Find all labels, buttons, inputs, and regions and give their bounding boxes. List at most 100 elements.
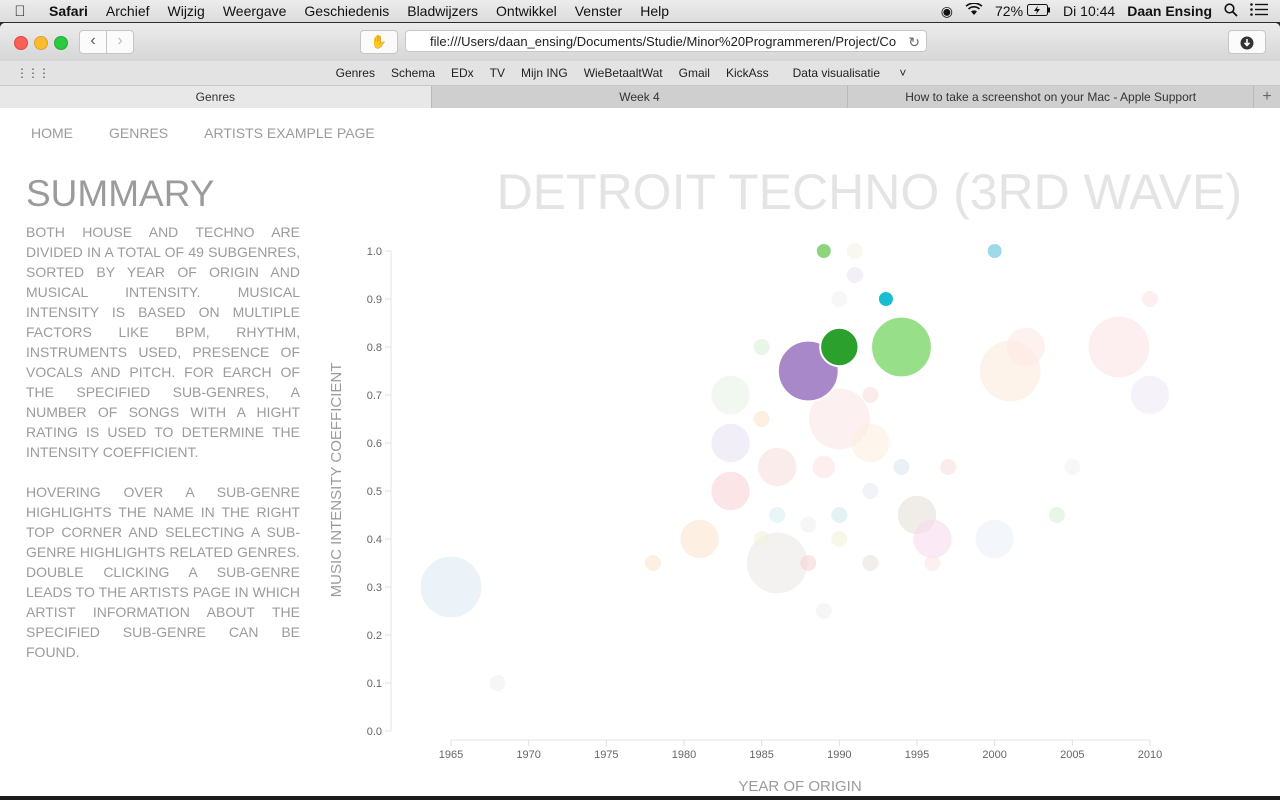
subgenre-bubble[interactable] — [1064, 459, 1081, 475]
x-tick-label: 1980 — [672, 749, 696, 761]
summary-text: BOTH HOUSE AND TECHNO ARE DIVIDED IN A T… — [26, 222, 300, 682]
subgenre-bubble[interactable] — [831, 291, 848, 307]
subgenre-bubble[interactable] — [924, 555, 941, 571]
y-tick-label: 0.8 — [367, 342, 382, 354]
bookmark-wiebetaaltwat[interactable]: WieBetaaltWat — [583, 66, 663, 80]
subgenre-bubble[interactable] — [711, 375, 750, 415]
privacy-extension-icon[interactable]: ✋ — [360, 30, 398, 54]
y-tick-label: 0.4 — [367, 534, 382, 546]
subgenre-bubble[interactable] — [846, 267, 863, 283]
bookmark-genres[interactable]: Genres — [335, 66, 375, 80]
spotlight-search-icon[interactable] — [1224, 2, 1238, 20]
subgenre-bubble[interactable] — [753, 339, 770, 355]
menu-weergave[interactable]: Weergave — [222, 3, 287, 19]
bookmark-folder-data-visualisatie[interactable]: Data visualisatie ˅ — [777, 66, 923, 80]
subgenre-bubble[interactable] — [753, 411, 770, 427]
subgenre-bubble[interactable] — [711, 471, 750, 511]
bookmark-edx[interactable]: EDx — [451, 66, 474, 80]
menu-ontwikkel[interactable]: Ontwikkel — [496, 3, 557, 19]
y-tick-label: 1.0 — [367, 246, 382, 258]
subgenre-bubble[interactable] — [870, 315, 933, 379]
subgenre-bubble[interactable] — [831, 531, 848, 547]
subgenre-bubble[interactable] — [711, 423, 750, 463]
bookmark-tv[interactable]: TV — [489, 66, 506, 80]
subgenre-bubble[interactable] — [814, 242, 833, 260]
subgenre-bubble[interactable] — [758, 447, 797, 487]
menu-archief[interactable]: Archief — [105, 3, 150, 19]
subgenre-bubble[interactable] — [940, 459, 957, 475]
bookmarks-bar: ⋮⋮⋮ Genres Schema EDx TV Mijn ING WieBet… — [0, 61, 1280, 86]
x-tick-label: 2005 — [1060, 749, 1084, 761]
subgenre-bubble[interactable] — [644, 555, 661, 571]
address-bar[interactable]: file:///Users/daan_ensing/Documents/Stud… — [405, 30, 927, 52]
tab-week-4[interactable]: Week 4 — [432, 86, 849, 108]
chevron-down-icon: ˅ — [899, 66, 907, 80]
user-name[interactable]: Daan Ensing — [1127, 3, 1212, 19]
subgenre-bubble[interactable] — [862, 387, 879, 403]
y-axis-label: MUSIC INTENSITY COEFFICIENT — [328, 363, 345, 598]
subgenre-bubble[interactable] — [876, 290, 895, 308]
subgenre-bubble[interactable] — [893, 459, 910, 475]
clock[interactable]: Di 10:44 — [1063, 3, 1116, 19]
menu-geschiedenis[interactable]: Geschiedenis — [304, 3, 390, 19]
window-minimize-button[interactable] — [34, 36, 48, 50]
forward-button[interactable]: › — [106, 30, 134, 54]
nav-genres-link[interactable]: GENRES — [109, 125, 169, 141]
window-zoom-button[interactable] — [54, 36, 68, 50]
nav-artists-example-link[interactable]: ARTISTS EXAMPLE PAGE — [204, 125, 375, 141]
subgenre-bubble[interactable] — [769, 507, 786, 523]
bookmark-gmail[interactable]: Gmail — [678, 66, 710, 80]
subgenre-bubble[interactable] — [846, 243, 863, 259]
subgenre-bubble[interactable] — [489, 675, 506, 691]
tab-genres[interactable]: Genres — [0, 86, 432, 108]
battery-icon[interactable] — [1027, 3, 1051, 19]
nav-home-link[interactable]: HOME — [31, 125, 73, 141]
subgenre-bubble[interactable] — [1048, 507, 1065, 523]
subgenre-bubble[interactable] — [680, 519, 719, 559]
back-button[interactable]: ‹ — [79, 30, 107, 54]
bookmark-kickass[interactable]: KickAss — [725, 66, 769, 80]
notification-center-icon[interactable] — [1250, 3, 1268, 19]
status-app-icon[interactable]: ◉ — [940, 2, 954, 19]
menu-help[interactable]: Help — [640, 3, 670, 19]
subgenre-bubble[interactable] — [913, 519, 952, 559]
subgenre-bubble[interactable] — [800, 516, 817, 533]
window-close-button[interactable] — [14, 36, 28, 50]
subgenre-bubble[interactable] — [420, 556, 482, 618]
desktop-background — [0, 796, 1280, 800]
reload-icon[interactable]: ↻ — [908, 34, 920, 50]
subgenre-bubble[interactable] — [1088, 316, 1150, 378]
x-axis: 1965 1970 1975 1980 1985 1990 1995 2000 2005 2010 — [439, 739, 1162, 761]
subgenre-bubble[interactable] — [985, 242, 1004, 260]
subgenre-bubble[interactable] — [753, 531, 770, 547]
subgenre-bubble[interactable] — [812, 455, 835, 479]
x-tick-label: 2010 — [1138, 749, 1162, 761]
safari-window: ‹ › ✋ file:///Users/daan_ensing/Document… — [0, 23, 1280, 796]
subgenre-bubble[interactable] — [862, 555, 879, 571]
top-sites-grid-icon[interactable]: ⋮⋮⋮ — [16, 66, 50, 80]
tab-apple-support[interactable]: How to take a screenshot on your Mac - A… — [848, 86, 1255, 108]
new-tab-button[interactable]: + — [1262, 88, 1272, 105]
subgenre-bubble[interactable] — [1142, 291, 1158, 307]
menu-app-name[interactable]: Safari — [49, 3, 88, 19]
subgenre-bubble[interactable] — [746, 532, 808, 594]
menu-venster[interactable]: Venster — [574, 3, 623, 19]
wifi-icon[interactable] — [965, 2, 983, 19]
browser-toolbar: ‹ › ✋ file:///Users/daan_ensing/Document… — [0, 23, 1280, 61]
bookmark-mijn-ing[interactable]: Mijn ING — [521, 66, 568, 80]
subgenre-bubble[interactable] — [862, 483, 879, 499]
menu-wijzig[interactable]: Wijzig — [167, 3, 205, 19]
subgenre-bubble[interactable] — [831, 507, 848, 523]
subgenre-bubble[interactable] — [819, 326, 860, 368]
battery-percent[interactable]: 72% — [995, 3, 1024, 19]
menu-bladwijzers[interactable]: Bladwijzers — [407, 3, 479, 19]
subgenre-bubble[interactable] — [1130, 375, 1170, 415]
subgenre-bubble[interactable] — [1006, 327, 1045, 367]
subgenre-bubble[interactable] — [800, 555, 817, 571]
subgenre-bubble[interactable] — [851, 423, 890, 463]
subgenre-bubble[interactable] — [975, 519, 1014, 559]
apple-menu-icon[interactable]:  — [0, 3, 40, 20]
downloads-button[interactable] — [1228, 30, 1266, 54]
bookmark-schema[interactable]: Schema — [390, 66, 435, 80]
subgenre-bubble[interactable] — [815, 603, 832, 619]
